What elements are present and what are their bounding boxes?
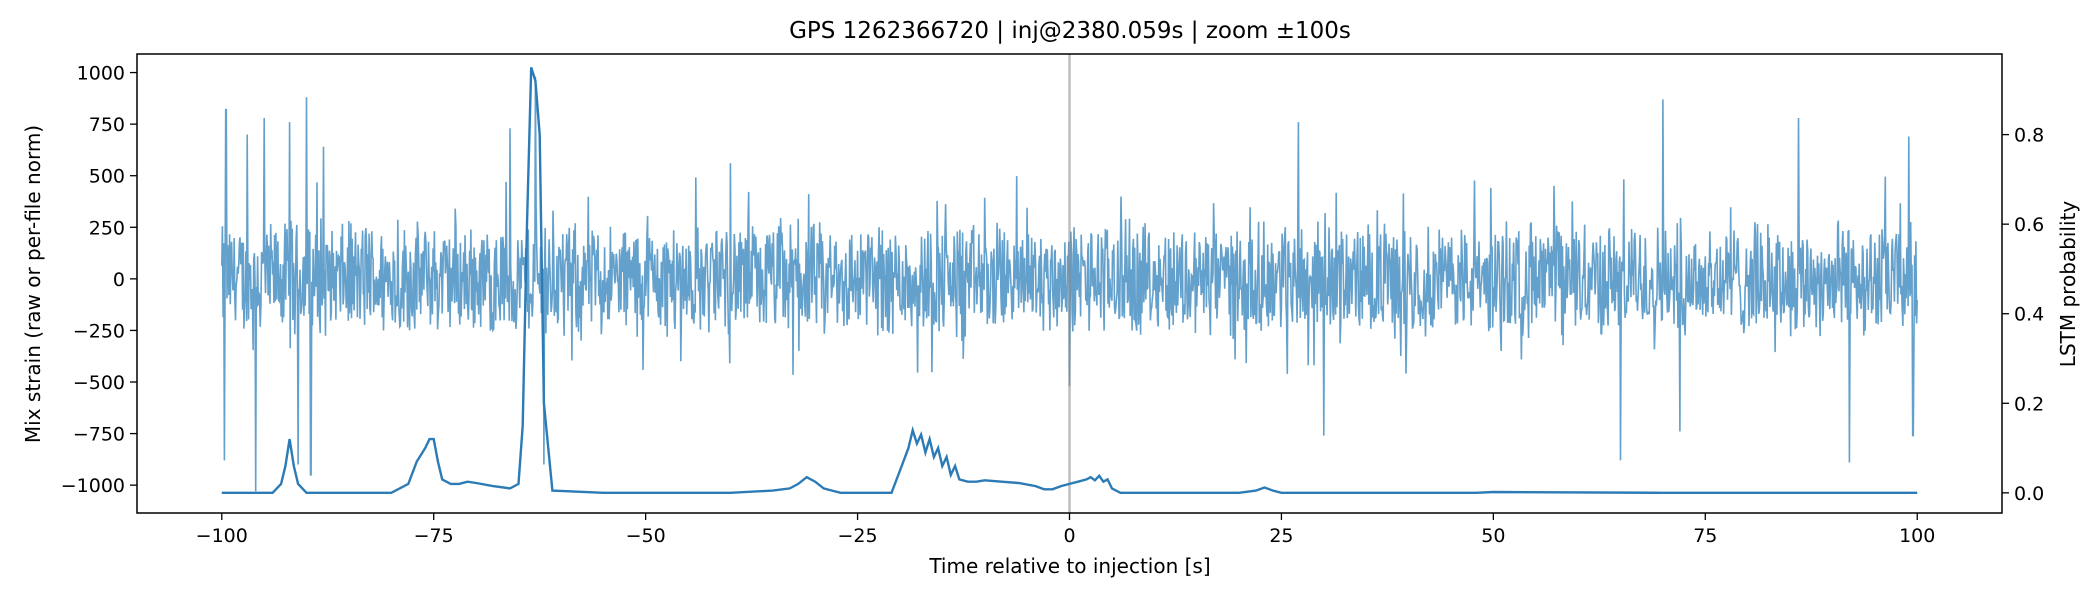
y-right-tick-label: 0.0	[2014, 483, 2044, 505]
y-left-tick-label: −1000	[61, 475, 125, 497]
x-tick-label: 0	[1063, 525, 1075, 547]
plot-area	[221, 54, 1918, 513]
y-right-tick-label: 0.8	[2014, 125, 2044, 147]
y-right-tick-label: 0.4	[2014, 304, 2044, 326]
x-tick-label: 25	[1269, 525, 1293, 547]
x-tick-label: −100	[196, 525, 248, 547]
y-left-tick-label: 250	[89, 217, 125, 239]
y-left-tick-label: 500	[89, 166, 125, 188]
y-left-tick-label: 0	[113, 269, 125, 291]
axes: −100 −75 −50 −25 0 25 50 75 10010007505002500−25…	[61, 63, 2045, 547]
y-right-tick-label: 0.6	[2014, 214, 2044, 236]
y-axis-right-label: LSTM probability	[2056, 201, 2080, 368]
y-axis-left-label: Mix strain (raw or per-file norm)	[21, 125, 45, 443]
y-left-tick-label: 1000	[77, 63, 125, 85]
y-left-tick-label: −250	[73, 320, 125, 342]
x-tick-label: 75	[1693, 525, 1717, 547]
x-tick-label: 100	[1899, 525, 1935, 547]
x-tick-label: −50	[626, 525, 666, 547]
y-left-tick-label: −750	[73, 424, 125, 446]
y-left-tick-label: −500	[73, 372, 125, 394]
x-axis-label: Time relative to injection [s]	[928, 554, 1210, 578]
y-left-tick-label: 750	[89, 114, 125, 136]
chart-title: GPS 1262366720 | inj@2380.059s | zoom ±1…	[789, 18, 1351, 44]
x-tick-label: 50	[1481, 525, 1505, 547]
x-tick-label: −25	[838, 525, 878, 547]
y-right-tick-label: 0.2	[2014, 393, 2044, 415]
lstm-probability-line	[221, 67, 1918, 494]
x-tick-label: −75	[414, 525, 454, 547]
